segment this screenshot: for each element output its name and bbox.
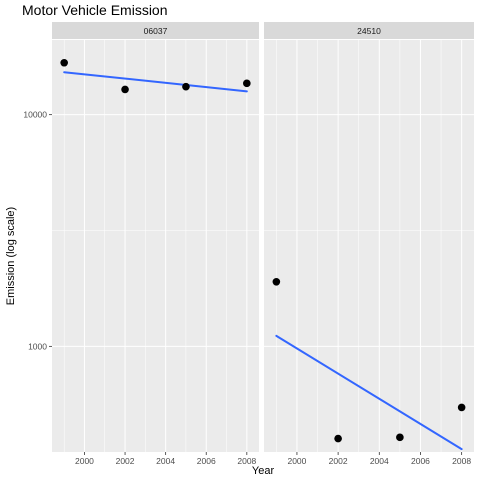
x-tick-label: 2004 — [156, 456, 175, 466]
facet-strip — [52, 22, 259, 39]
x-tick-label: 2000 — [287, 456, 306, 466]
x-tick-label: 2000 — [75, 456, 94, 466]
y-axis-title: Emission (log scale) — [5, 207, 17, 305]
x-tick-label: 2008 — [237, 456, 256, 466]
y-tick-label: 10000 — [23, 110, 47, 120]
x-tick-label: 2006 — [197, 456, 216, 466]
x-tick-label: 2002 — [329, 456, 348, 466]
y-tick-label: 1000 — [28, 341, 47, 351]
facet-strip-label: 06037 — [144, 26, 168, 36]
trend-line — [275, 334, 463, 451]
panel-background — [52, 40, 259, 452]
data-point — [121, 85, 129, 94]
data-point — [272, 277, 281, 286]
chart-title: Motor Vehicle Emission — [22, 2, 168, 18]
panel-background — [264, 40, 474, 452]
x-tick-label: 2002 — [116, 456, 135, 466]
data-point — [182, 82, 190, 91]
x-axis-title: Year — [252, 465, 275, 477]
facet-strip — [264, 22, 474, 39]
x-tick-label: 2006 — [411, 456, 430, 466]
x-tick-label: 2008 — [452, 456, 471, 466]
data-point — [457, 403, 466, 412]
data-point — [396, 433, 404, 442]
data-point — [60, 58, 68, 67]
trend-line — [63, 71, 248, 93]
facet-panel-06037: 06037 2000 2002 2004 2006 2008 — [52, 22, 259, 466]
facet-panel-24510: 24510 2000 2002 2004 2006 2008 — [264, 22, 474, 466]
facet-strip-label: 24510 — [357, 26, 381, 36]
data-point — [243, 79, 251, 88]
data-point — [334, 434, 342, 443]
x-tick-label: 2004 — [370, 456, 389, 466]
